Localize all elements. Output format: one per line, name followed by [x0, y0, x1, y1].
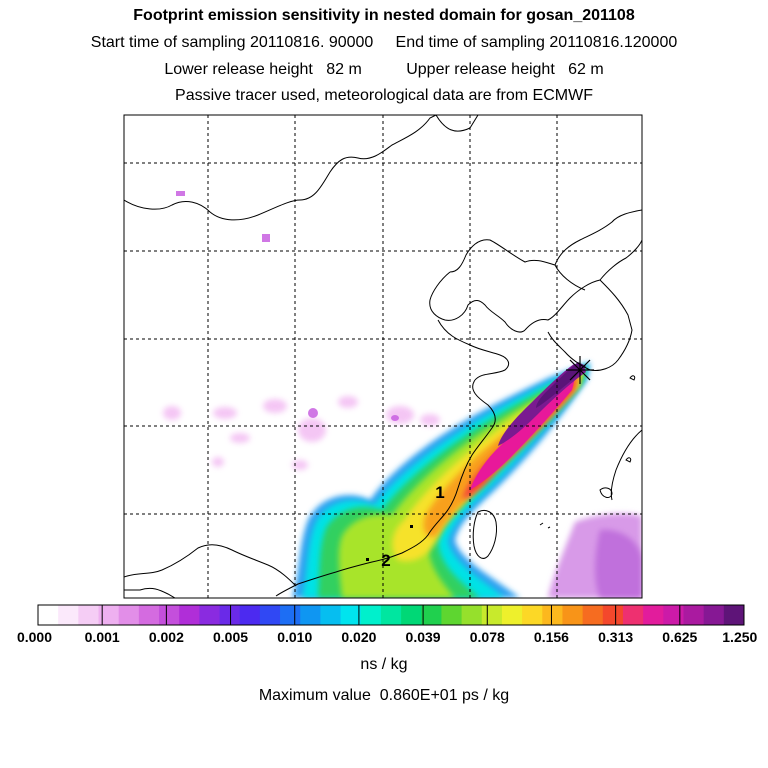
max-value-label: Maximum value 0.860E+01 ps / kg [258, 687, 510, 704]
colorbar-swatch [58, 605, 79, 625]
colorbar-swatch [118, 605, 140, 625]
tracer-info-line: Passive tracer used, meteorological data… [175, 87, 593, 104]
colorbar-swatch [441, 605, 462, 625]
colorbar-swatch [582, 605, 604, 625]
marker-label-2: 2 [381, 551, 390, 570]
colorbar-tick-label: 0.078 [469, 629, 505, 645]
grid [124, 115, 642, 598]
colorbar-swatch [38, 605, 59, 625]
colorbar-swatch [461, 605, 483, 625]
colorbar-swatch [562, 605, 584, 625]
colorbar-swatch [98, 605, 120, 625]
colorbar-swatch [199, 605, 220, 625]
colorbar-swatch [320, 605, 341, 625]
colorbar-tick-label: 0.000 [16, 629, 53, 645]
colorbar-swatch [239, 605, 261, 625]
map-title: Footprint emission sensitivity in nested… [133, 7, 635, 24]
colorbar-swatch [421, 605, 442, 625]
colorbar-swatch [401, 605, 422, 625]
colorbar-swatch [179, 605, 200, 625]
colorbar-swatch [340, 605, 362, 625]
coastline [124, 115, 642, 598]
colorbar-swatch [542, 605, 563, 625]
colorbar-tick-label: 0.005 [213, 629, 249, 645]
colorbar-tick-label: 0.625 [662, 629, 698, 645]
position-dot [410, 525, 413, 528]
colorbar-tick-label: 0.020 [341, 629, 377, 645]
colorbar-tick-label: 0.156 [533, 629, 569, 645]
colorbar [37, 604, 745, 626]
colorbar-swatch [663, 605, 684, 625]
colorbar-swatch [300, 605, 321, 625]
colorbar-swatch [622, 605, 644, 625]
marker-label-1: 1 [435, 483, 444, 502]
colorbar-swatch [703, 605, 725, 625]
position-dot [366, 558, 369, 561]
colorbar-swatch [280, 605, 301, 625]
colorbar-swatch [259, 605, 281, 625]
colorbar-swatch [360, 605, 382, 625]
sampling-time-line: Start time of sampling 20110816. 90000 E… [90, 34, 678, 51]
colorbar-tick-label: 0.039 [405, 629, 441, 645]
colorbar-tick-label: 0.001 [84, 629, 120, 645]
colorbar-swatch [481, 605, 503, 625]
colorbar-swatch [138, 605, 160, 625]
colorbar-swatch [683, 605, 705, 625]
colorbar-swatch [723, 605, 745, 625]
receptor-star-icon [566, 356, 594, 384]
colorbar-tick-label: 1.250 [722, 629, 758, 645]
colorbar-swatch [159, 605, 180, 625]
colorbar-swatch [602, 605, 624, 625]
colorbar-tick-label: 0.313 [598, 629, 634, 645]
colorbar-swatch [522, 605, 543, 625]
release-height-line: Lower release height 82 m Upper release … [164, 61, 604, 78]
colorbar-frame [37, 604, 745, 626]
units-label: ns / kg [360, 656, 408, 673]
colorbar-swatch [501, 605, 523, 625]
colorbar-swatch [643, 605, 664, 625]
colorbar-swatch [219, 605, 241, 625]
colorbar-tick-label: 0.010 [277, 629, 313, 645]
colorbar-swatch [78, 605, 99, 625]
colorbar-swatch [380, 605, 402, 625]
colorbar-tick-label: 0.002 [148, 629, 184, 645]
